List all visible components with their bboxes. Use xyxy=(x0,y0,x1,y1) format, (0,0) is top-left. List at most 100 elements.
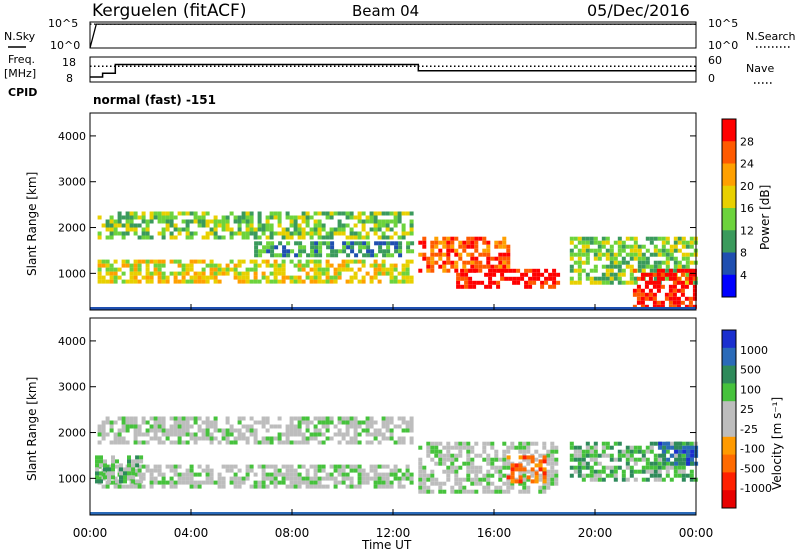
heatmap-cell xyxy=(410,249,415,254)
heatmap-cell xyxy=(605,445,610,450)
heatmap-cell xyxy=(181,428,186,433)
heatmap-cell xyxy=(157,215,162,220)
heatmap-cell xyxy=(258,241,263,246)
heatmap-cell xyxy=(689,260,694,265)
heatmap-cell xyxy=(530,441,535,446)
heatmap-cell xyxy=(468,276,473,281)
heatmap-cell xyxy=(169,468,174,473)
heatmap-cell xyxy=(289,259,294,264)
heatmap-cell xyxy=(442,445,447,450)
heatmap-cell xyxy=(221,227,226,232)
heatmap-cell xyxy=(542,471,547,476)
heatmap-cell xyxy=(605,248,610,253)
heatmap-cell xyxy=(281,440,286,445)
heatmap-cell xyxy=(153,476,158,481)
heatmap-cell xyxy=(305,476,310,481)
heatmap-cell xyxy=(249,464,254,469)
heatmap-cell xyxy=(137,424,142,429)
heatmap-cell xyxy=(442,457,447,462)
heatmap-cell xyxy=(213,416,218,421)
heatmap-cell xyxy=(637,260,642,265)
heatmap-cell xyxy=(617,280,622,285)
heatmap-cell xyxy=(653,461,658,466)
heatmap-cell xyxy=(577,272,582,277)
heatmap-cell xyxy=(478,268,483,273)
heatmap-cell xyxy=(333,424,338,429)
heatmap-cell xyxy=(385,416,390,421)
heatmap-cell xyxy=(589,445,594,450)
heatmap-cell xyxy=(337,219,342,224)
heatmap-cell xyxy=(293,472,298,477)
heatmap-cell xyxy=(285,231,290,236)
heatmap-cell xyxy=(185,420,190,425)
heatmap-cell xyxy=(137,432,142,437)
heatmap-cell xyxy=(137,271,142,276)
heatmap-cell xyxy=(213,231,218,236)
heatmap-cell xyxy=(668,284,673,289)
heatmap-cell xyxy=(688,272,693,277)
heatmap-cell xyxy=(649,465,654,470)
heatmap-cell xyxy=(137,440,142,445)
heatmap-cell xyxy=(241,231,246,236)
heatmap-cell xyxy=(97,259,102,264)
heatmap-cell xyxy=(289,416,294,421)
heatmap-cell xyxy=(641,457,646,462)
heatmap-cell xyxy=(398,249,403,254)
heatmap-cell xyxy=(145,223,150,228)
heatmap-cell xyxy=(125,223,130,228)
heatmap-cell xyxy=(309,231,314,236)
heatmap-cell xyxy=(305,440,310,445)
heatmap-cell xyxy=(229,480,234,485)
heatmap-cell xyxy=(261,468,266,473)
heatmap-cell xyxy=(534,475,539,480)
heatmap-cell xyxy=(169,231,174,236)
heatmap-cell xyxy=(589,280,594,285)
heatmap-cell xyxy=(281,279,286,284)
heatmap-cell xyxy=(625,457,630,462)
heatmap-cell xyxy=(585,272,590,277)
heatmap-cell xyxy=(502,457,507,462)
heatmap-cell xyxy=(149,468,154,473)
heatmap-cell xyxy=(369,227,374,232)
heatmap-cell xyxy=(401,211,406,216)
heatmap-cell xyxy=(474,268,479,273)
heatmap-cell xyxy=(329,211,334,216)
heatmap-cell xyxy=(573,280,578,285)
heatmap-cell xyxy=(385,472,390,477)
heatmap-cell xyxy=(522,489,527,494)
heatmap-cell xyxy=(317,219,322,224)
heatmap-cell xyxy=(498,260,503,265)
heatmap-cell xyxy=(113,271,118,276)
heatmap-cell xyxy=(430,244,435,249)
heatmap-cell xyxy=(241,259,246,264)
heatmap-cell xyxy=(274,245,279,250)
heatmap-cell xyxy=(482,445,487,450)
colorbar-swatch xyxy=(722,185,736,209)
heatmap-cell xyxy=(145,432,150,437)
heatmap-cell xyxy=(253,432,258,437)
heatmap-cell xyxy=(446,252,451,257)
heatmap-cell xyxy=(127,459,131,464)
heatmap-cell xyxy=(135,463,140,468)
heatmap-cell xyxy=(101,428,106,433)
heatmap-cell xyxy=(293,484,298,489)
heatmap-cell xyxy=(289,464,294,469)
heatmap-cell xyxy=(470,264,475,269)
heatmap-cell xyxy=(668,300,673,305)
heatmap-cell xyxy=(641,268,646,273)
radar-title: Kerguelen (fitACF) xyxy=(92,1,246,21)
heatmap-cell xyxy=(353,432,358,437)
heatmap-cell xyxy=(321,440,326,445)
heatmap-cell xyxy=(313,424,318,429)
heatmap-cell xyxy=(490,256,495,261)
heatmap-cell xyxy=(333,227,338,232)
heatmap-cell xyxy=(397,271,402,276)
heatmap-cell xyxy=(161,235,166,240)
heatmap-cell xyxy=(193,271,198,276)
heatmap-cell xyxy=(153,424,158,429)
heatmap-cell xyxy=(133,424,138,429)
heatmap-cell xyxy=(422,256,427,261)
heatmap-cell xyxy=(645,477,650,482)
heatmap-cell xyxy=(125,215,130,220)
heatmap-cell xyxy=(173,484,178,489)
